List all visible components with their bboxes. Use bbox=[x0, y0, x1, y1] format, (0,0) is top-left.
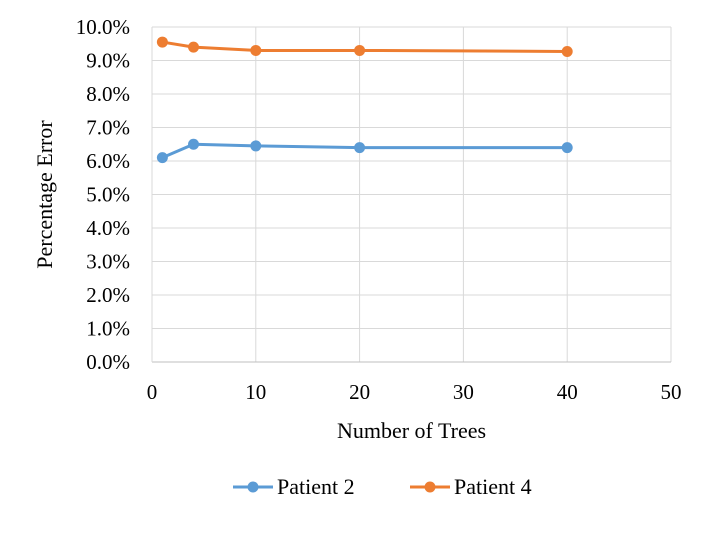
x-tick-label: 20 bbox=[349, 380, 370, 404]
y-axis-title: Percentage Error bbox=[32, 120, 57, 269]
y-tick-label: 7.0% bbox=[86, 116, 130, 140]
legend: Patient 2 Patient 4 bbox=[233, 474, 532, 499]
x-tick-label: 50 bbox=[661, 380, 682, 404]
data-point bbox=[188, 138, 200, 150]
data-point bbox=[250, 140, 262, 152]
y-tick-label: 9.0% bbox=[86, 49, 130, 73]
x-tick-label: 10 bbox=[245, 380, 266, 404]
x-tick-label: 30 bbox=[453, 380, 474, 404]
legend-marker bbox=[424, 481, 436, 493]
data-point bbox=[188, 41, 200, 53]
legend-marker bbox=[247, 481, 259, 493]
data-point bbox=[561, 45, 573, 57]
y-tick-label: 5.0% bbox=[86, 183, 130, 207]
data-point bbox=[354, 44, 366, 56]
x-tick-label: 0 bbox=[147, 380, 158, 404]
y-tick-label: 6.0% bbox=[86, 149, 130, 173]
y-tick-label: 4.0% bbox=[86, 216, 130, 240]
legend-label: Patient 4 bbox=[454, 474, 532, 499]
x-tick-label: 40 bbox=[557, 380, 578, 404]
y-tick-label: 0.0% bbox=[86, 350, 130, 374]
y-tick-label: 1.0% bbox=[86, 317, 130, 341]
x-axis-title: Number of Trees bbox=[337, 418, 486, 443]
legend-item: Patient 2 bbox=[233, 474, 355, 499]
series-layer bbox=[156, 36, 573, 164]
data-point bbox=[156, 36, 168, 48]
data-point bbox=[250, 44, 262, 56]
data-point bbox=[156, 152, 168, 164]
axes bbox=[151, 27, 671, 363]
data-point bbox=[354, 142, 366, 154]
y-tick-label: 3.0% bbox=[86, 250, 130, 274]
x-axis-tick-labels: 0 10 20 30 40 50 bbox=[147, 380, 682, 404]
y-axis-tick-labels: 0.0% 1.0% 2.0% 3.0% 4.0% 5.0% 6.0% 7.0% 8.0% 9.0%… bbox=[76, 15, 130, 374]
y-tick-label: 10.0% bbox=[76, 15, 130, 39]
y-tick-label: 2.0% bbox=[86, 283, 130, 307]
legend-item: Patient 4 bbox=[410, 474, 532, 499]
y-tick-label: 8.0% bbox=[86, 82, 130, 106]
horizontal-gridlines bbox=[152, 26, 671, 329]
series-2 bbox=[156, 36, 573, 57]
legend-label: Patient 2 bbox=[277, 474, 355, 499]
series-1 bbox=[156, 138, 573, 164]
data-point bbox=[561, 142, 573, 154]
